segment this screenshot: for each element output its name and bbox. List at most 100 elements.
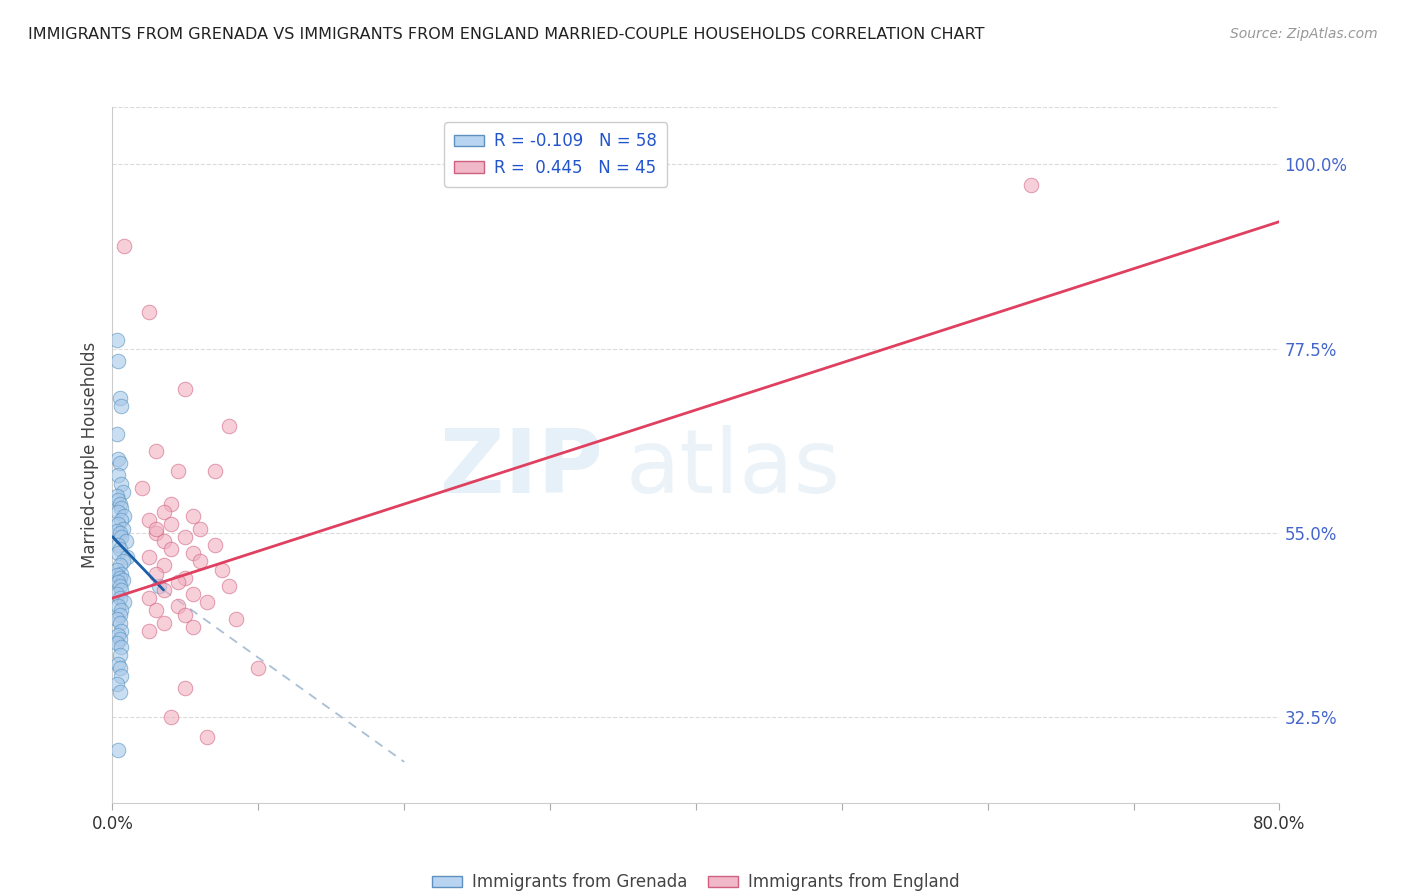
Text: Source: ZipAtlas.com: Source: ZipAtlas.com xyxy=(1230,27,1378,41)
Point xyxy=(138,591,160,606)
Point xyxy=(107,517,129,532)
Point xyxy=(107,538,129,552)
Point xyxy=(107,353,129,368)
Point xyxy=(110,476,132,491)
Point xyxy=(107,574,129,589)
Point xyxy=(1021,178,1043,192)
Point xyxy=(195,595,218,609)
Point xyxy=(160,517,183,532)
Point xyxy=(152,615,174,630)
Point xyxy=(105,524,128,538)
Point xyxy=(218,419,240,434)
Point xyxy=(107,505,129,519)
Point xyxy=(105,562,128,576)
Point xyxy=(110,624,132,638)
Point xyxy=(188,554,211,568)
Point xyxy=(145,566,167,581)
Point xyxy=(108,591,131,606)
Point xyxy=(160,542,183,557)
Point xyxy=(110,669,132,683)
Point xyxy=(110,640,132,655)
Point xyxy=(105,677,128,691)
Point xyxy=(218,579,240,593)
Point xyxy=(108,456,131,470)
Point xyxy=(108,607,131,622)
Point xyxy=(108,579,131,593)
Point xyxy=(174,571,197,585)
Point xyxy=(145,443,167,458)
Point xyxy=(105,612,128,626)
Point xyxy=(204,464,226,478)
Text: atlas: atlas xyxy=(626,425,841,512)
Point xyxy=(152,505,174,519)
Point xyxy=(107,657,129,671)
Point xyxy=(105,489,128,503)
Point xyxy=(108,661,131,675)
Point xyxy=(111,484,134,499)
Point xyxy=(108,525,131,540)
Text: ZIP: ZIP xyxy=(440,425,603,512)
Point xyxy=(145,522,167,536)
Point xyxy=(105,568,128,582)
Point xyxy=(107,742,129,756)
Point xyxy=(167,574,190,589)
Point xyxy=(107,492,129,507)
Y-axis label: Married-couple Households: Married-couple Households xyxy=(80,342,98,568)
Point xyxy=(174,681,197,696)
Point xyxy=(138,304,160,318)
Point xyxy=(111,573,134,587)
Point xyxy=(111,554,134,568)
Point xyxy=(188,522,211,536)
Point xyxy=(152,533,174,548)
Point xyxy=(145,603,167,617)
Point xyxy=(145,525,167,540)
Point xyxy=(108,685,131,699)
Point xyxy=(105,427,128,442)
Point xyxy=(138,624,160,638)
Point xyxy=(152,558,174,573)
Point xyxy=(112,239,135,253)
Point xyxy=(108,571,131,585)
Point xyxy=(225,612,247,626)
Point xyxy=(174,383,197,397)
Point xyxy=(108,497,131,511)
Point xyxy=(108,558,131,573)
Point xyxy=(138,513,160,527)
Point xyxy=(107,546,129,560)
Point xyxy=(110,566,132,581)
Point xyxy=(105,334,128,348)
Point xyxy=(131,481,153,495)
Point xyxy=(174,607,197,622)
Point xyxy=(107,452,129,467)
Point xyxy=(181,587,204,601)
Point xyxy=(107,599,129,614)
Point xyxy=(107,628,129,642)
Point xyxy=(174,530,197,544)
Point xyxy=(138,550,160,565)
Point xyxy=(167,464,190,478)
Point xyxy=(114,533,136,548)
Point xyxy=(108,648,131,663)
Point xyxy=(112,595,135,609)
Point xyxy=(115,550,138,565)
Point xyxy=(110,513,132,527)
Point xyxy=(211,562,233,576)
Point xyxy=(110,582,132,597)
Point xyxy=(160,710,183,724)
Point xyxy=(107,468,129,483)
Point xyxy=(111,522,134,536)
Point xyxy=(108,615,131,630)
Point xyxy=(181,546,204,560)
Point xyxy=(148,579,170,593)
Point xyxy=(160,497,183,511)
Point xyxy=(110,399,132,413)
Point xyxy=(247,661,270,675)
Point xyxy=(108,391,131,405)
Point xyxy=(152,582,174,597)
Point xyxy=(108,632,131,646)
Point xyxy=(204,538,226,552)
Point xyxy=(167,599,190,614)
Point xyxy=(110,603,132,617)
Point xyxy=(110,501,132,516)
Point xyxy=(105,587,128,601)
